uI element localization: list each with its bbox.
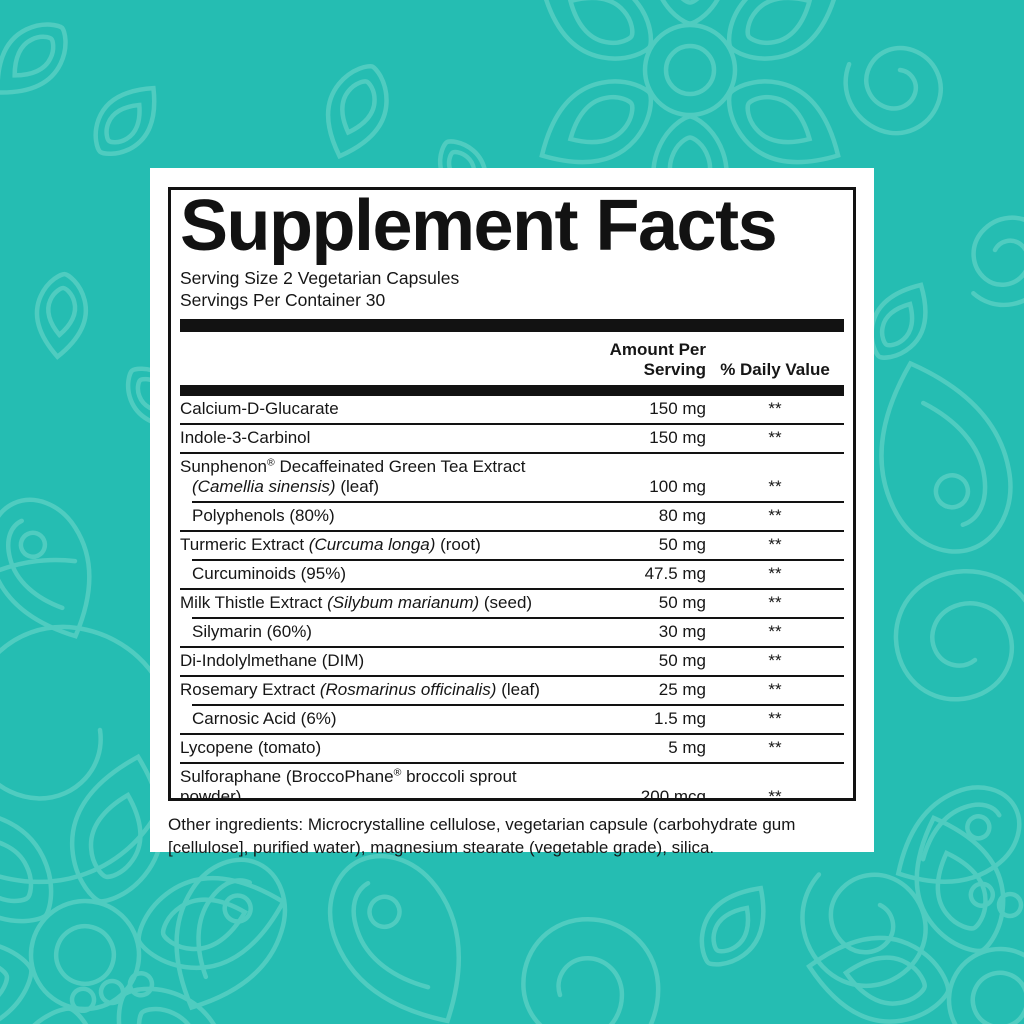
ingredient-daily-value: ** [768,737,782,757]
header-divider [180,384,844,394]
table-row: Calcium-D-Glucarate 150 mg ** [180,393,844,423]
thick-divider-top [180,318,844,332]
ingredient-name: Sunphenon® Decaffeinated Green Tea Extra… [180,456,526,496]
ingredient-amount: 30 mg [658,621,706,641]
table-row: Indole-3-Carbinol 150 mg ** [180,422,844,452]
serving-info: Serving Size 2 Vegetarian Capsules Servi… [180,267,844,311]
table-row: Curcuminoids (95%) 47.5 mg ** [180,558,844,588]
ingredient-amount: 5 mg [668,737,706,757]
ingredient-daily-value: ** [768,679,782,699]
ingredient-daily-value: ** [768,534,782,554]
ingredient-amount: 100 mg [649,476,706,496]
ingredient-amount: 150 mg [649,427,706,447]
table-row: Milk Thistle Extract (Silybum marianum) … [180,587,844,617]
daily-value-header: % Daily Value [720,359,830,379]
ingredient-daily-value: ** [768,427,782,447]
servings-per-container-line: Servings Per Container 30 [180,289,386,310]
ingredient-name: Sulforaphane (BroccoPhane® broccoli spro… [180,766,517,801]
table-row: Turmeric Extract (Curcuma longa) (root) 5… [180,529,844,559]
ingredient-daily-value: ** [768,476,782,496]
table-row: Carnosic Acid (6%) 1.5 mg ** [180,703,844,733]
table-row: Sunphenon® Decaffeinated Green Tea Extra… [180,451,844,501]
ingredient-amount: 50 mg [658,650,706,670]
ingredient-name: Polyphenols (80%) [192,505,335,525]
ingredient-daily-value: ** [768,592,782,612]
ingredient-name: Turmeric Extract (Curcuma longa) (root) [180,534,481,554]
table-column-header: Amount Per Serving % Daily Value [180,332,844,385]
ingredient-daily-value: ** [768,505,782,525]
supplement-label-panel: Supplement Facts Serving Size 2 Vegetari… [150,168,874,857]
ingredient-name: Calcium-D-Glucarate [180,398,339,418]
table-row: Sulforaphane (BroccoPhane® broccoli spro… [180,761,844,801]
ingredient-amount: 80 mg [658,505,706,525]
ingredient-name: Lycopene (tomato) [180,737,322,757]
ingredient-name: Rosemary Extract (Rosmarinus officinalis… [180,679,540,699]
ingredient-amount: 200 mcg [640,786,706,801]
table-row: Lycopene (tomato) 5 mg ** [180,732,844,762]
ingredient-name: Carnosic Acid (6%) [192,708,337,728]
ingredient-daily-value: ** [768,786,782,801]
ingredient-amount: 50 mg [658,592,706,612]
ingredient-name: Di-Indolylmethane (DIM) [180,650,365,670]
ingredient-daily-value: ** [768,708,782,728]
serving-size-line: Serving Size 2 Vegetarian Capsules [180,267,460,288]
table-row: Di-Indolylmethane (DIM) 50 mg ** [180,645,844,675]
amount-per-serving-header: Amount Per Serving [609,339,706,379]
ingredient-amount: 150 mg [649,398,706,418]
ingredient-name: Curcuminoids (95%) [192,563,346,583]
ingredient-amount: 25 mg [658,679,706,699]
ingredient-name: Indole-3-Carbinol [180,427,311,447]
table-row: Silymarin (60%) 30 mg ** [180,616,844,646]
ingredient-amount: 1.5 mg [654,708,706,728]
table-row: Rosemary Extract (Rosmarinus officinalis… [180,674,844,704]
table-row: Polyphenols (80%) 80 mg ** [180,500,844,530]
ingredient-daily-value: ** [768,398,782,418]
ingredient-name: Milk Thistle Extract (Silybum marianum) … [180,592,533,612]
other-ingredients-text: Other ingredients: Microcrystalline cell… [168,815,796,857]
facts-rows: Calcium-D-Glucarate 150 mg ** Indole-3-Carb… [180,393,844,801]
ingredient-daily-value: ** [768,563,782,583]
ingredient-amount: 50 mg [658,534,706,554]
supplement-facts-title: Supplement Facts [180,187,778,266]
ingredient-daily-value: ** [768,621,782,641]
ingredient-amount: 47.5 mg [644,563,706,583]
supplement-facts-box: Supplement Facts Serving Size 2 Vegetari… [168,187,856,801]
ingredient-name: Silymarin (60%) [192,621,312,641]
ingredient-daily-value: ** [768,650,782,670]
